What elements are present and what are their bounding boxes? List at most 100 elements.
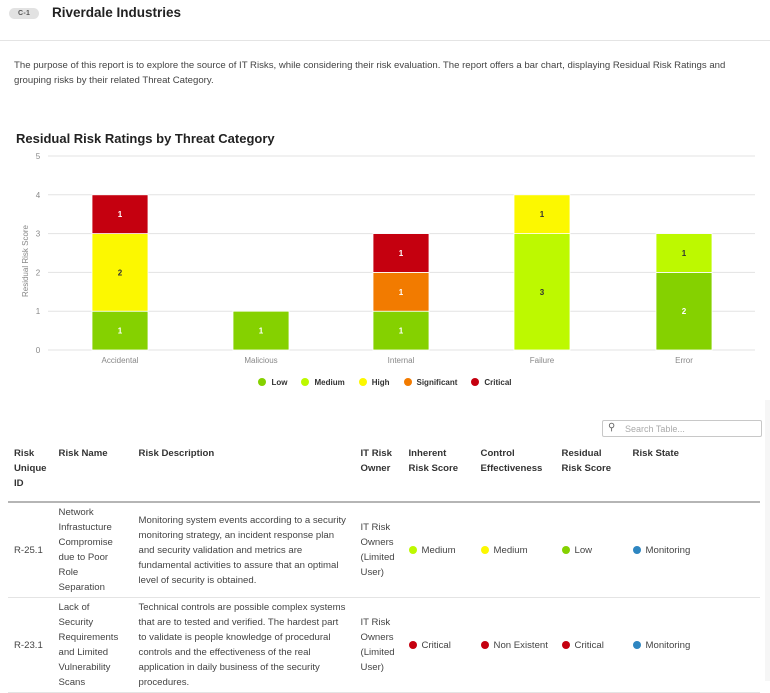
control-effectiveness-label: Non Existent	[493, 639, 548, 651]
bar-value-label: 2	[118, 268, 123, 277]
col-header-risk-id[interactable]: Risk Unique ID	[8, 442, 53, 503]
status-dot-icon	[561, 640, 570, 649]
risk-id-cell: R-23.1	[8, 597, 53, 693]
control-effectiveness-label: Medium	[493, 544, 528, 556]
y-tick-label: 5	[36, 152, 41, 161]
bar-value-label: 1	[399, 249, 404, 258]
risk-description-cell: Monitoring system events according to a …	[132, 502, 355, 598]
inherent-risk-cell: Critical	[402, 597, 475, 693]
x-tick-label: Accidental	[102, 356, 139, 365]
control-effectiveness-cell: Medium	[474, 502, 556, 598]
inherent-risk-label: Critical	[421, 639, 451, 651]
bar-value-label: 2	[682, 307, 687, 316]
x-tick-label: Malicious	[244, 356, 277, 365]
inherent-risk-label: Medium	[421, 544, 456, 556]
bar-segment-low	[91, 310, 149, 351]
risk-name-cell: Lack of Security Requirements and Limite…	[52, 597, 133, 693]
legend-item-high[interactable]: High	[358, 378, 390, 387]
search-table-field[interactable]: ⚲	[602, 420, 762, 437]
table-row[interactable]: R-23.1 Lack of Security Requirements and…	[8, 597, 760, 693]
status-dot-icon	[561, 545, 570, 554]
col-header-inherent-risk-score[interactable]: Inherent Risk Score	[402, 442, 475, 503]
legend-label: Significant	[416, 378, 458, 387]
control-effectiveness-cell: Non Existent	[474, 597, 556, 693]
legend-dot-icon	[358, 378, 367, 386]
bar-value-label: 1	[118, 327, 123, 336]
col-header-it-risk-owner[interactable]: IT Risk Owner	[354, 442, 403, 503]
y-axis-label: Residual Risk Score	[21, 224, 30, 297]
report-description: The purpose of this report is to explore…	[14, 60, 726, 86]
status-dot-icon	[408, 640, 417, 649]
chart-title: Residual Risk Ratings by Threat Category	[16, 131, 275, 146]
bar-value-label: 1	[399, 288, 404, 297]
col-header-risk-name[interactable]: Risk Name	[52, 442, 133, 503]
legend-label: Low	[271, 378, 288, 387]
col-header-residual-risk-score[interactable]: Residual Risk Score	[555, 442, 627, 503]
legend-label: Medium	[314, 378, 345, 387]
bar-value-label: 1	[399, 327, 404, 336]
risk-state-cell: Monitoring	[626, 502, 760, 598]
bar-value-label: 1	[682, 249, 687, 258]
x-tick-label: Internal	[388, 356, 415, 365]
risk-table: Risk Unique ID Risk Name Risk Descriptio…	[8, 442, 760, 693]
bar-segment-high	[513, 194, 571, 234]
company-name: Riverdale Industries	[52, 5, 182, 20]
bar-value-label: 1	[259, 327, 264, 336]
vertical-scrollbar[interactable]	[765, 400, 770, 681]
bar-segment-critical	[91, 194, 149, 234]
bar-value-label: 3	[540, 288, 545, 297]
risk-state-cell: Monitoring	[626, 597, 760, 693]
bar-value-label: 1	[540, 210, 545, 219]
legend-label: Critical	[484, 378, 512, 387]
bar-segment-medium	[655, 233, 713, 273]
x-tick-label: Failure	[530, 356, 555, 365]
search-table-input[interactable]	[625, 421, 755, 436]
y-tick-label: 1	[36, 307, 41, 316]
status-dot-icon	[408, 545, 417, 554]
status-dot-icon	[632, 640, 641, 649]
legend-label: High	[371, 378, 390, 387]
table-header-row: Risk Unique ID Risk Name Risk Descriptio…	[8, 442, 760, 503]
legend-dot-icon	[403, 378, 412, 386]
report-code-badge: C-1	[9, 8, 40, 19]
residual-risk-bar-chart: 0 1 2 3 4 5 Residual Risk Score 1 2 1 Accidental 1 M…	[21, 152, 755, 365]
risk-state-label: Monitoring	[645, 639, 691, 651]
residual-risk-label: Critical	[574, 639, 604, 651]
status-dot-icon	[480, 640, 489, 649]
bar-segment-low	[655, 272, 713, 351]
y-tick-label: 3	[36, 230, 41, 239]
y-tick-label: 2	[36, 268, 41, 277]
legend-item-significant[interactable]: Significant	[403, 378, 458, 387]
bar-segment-low	[372, 310, 430, 351]
bar-segment-high	[91, 233, 149, 312]
inherent-risk-cell: Medium	[402, 502, 475, 598]
col-header-risk-description[interactable]: Risk Description	[132, 442, 355, 503]
legend-dot-icon	[301, 378, 310, 386]
risk-owner-cell: IT Risk Owners (Limited User)	[354, 502, 403, 598]
residual-risk-cell: Critical	[555, 597, 627, 693]
risk-owner-cell: IT Risk Owners (Limited User)	[354, 597, 403, 693]
bar-segment-significant	[372, 272, 430, 312]
risk-state-label: Monitoring	[645, 544, 691, 556]
bar-segment-low	[232, 310, 290, 351]
bar-segment-medium	[513, 233, 571, 351]
col-header-risk-state[interactable]: Risk State	[626, 442, 760, 503]
report-header: C-1 Riverdale Industries	[0, 0, 770, 41]
legend-item-critical[interactable]: Critical	[471, 378, 512, 387]
legend-item-medium[interactable]: Medium	[301, 378, 345, 387]
legend-dot-icon	[258, 378, 267, 386]
y-tick-label: 4	[36, 191, 41, 200]
bar-segment-critical	[372, 233, 430, 273]
risk-description-cell: Technical controls are possible complex …	[132, 597, 355, 693]
status-dot-icon	[480, 545, 489, 554]
status-dot-icon	[632, 545, 641, 554]
table-row[interactable]: R-25.1 Network Infrastucture Compromise …	[8, 502, 760, 598]
risk-name-cell: Network Infrastucture Compromise due to …	[52, 502, 133, 598]
search-icon: ⚲	[608, 422, 616, 433]
col-header-control-effectiveness[interactable]: Control Effectiveness	[474, 442, 556, 503]
residual-risk-label: Low	[574, 544, 593, 556]
x-tick-label: Error	[675, 356, 693, 365]
legend-dot-icon	[471, 378, 480, 386]
residual-risk-cell: Low	[555, 502, 627, 598]
legend-item-low[interactable]: Low	[258, 378, 287, 387]
